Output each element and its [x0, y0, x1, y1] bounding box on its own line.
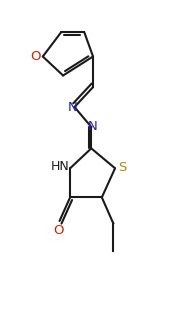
Text: N: N — [88, 120, 98, 133]
Text: O: O — [30, 50, 41, 63]
Text: S: S — [118, 161, 127, 174]
Text: N: N — [68, 101, 78, 114]
Text: HN: HN — [50, 160, 69, 173]
Text: O: O — [53, 224, 64, 237]
